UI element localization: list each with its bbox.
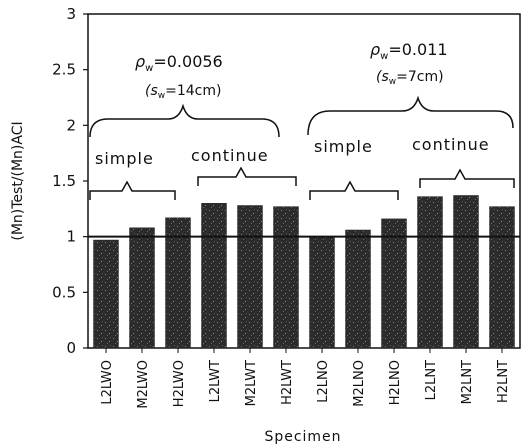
group2-annotation: ρw=0.011 (sw=7cm): [307, 40, 514, 136]
sub-brace-continue-1: [197, 166, 297, 186]
y-tick-label: 3: [66, 5, 76, 23]
x-axis-title: Specimen: [264, 429, 341, 445]
y-tick-label: 2: [66, 116, 76, 134]
x-axis: L2LWO M2LWO H2LWO L2LWT M2LWT H2LWT L2LNO M2LNO…: [100, 348, 511, 409]
x-tick-label-h2lwo: H2LWO: [172, 360, 187, 407]
group1-spacing-sub: w: [158, 91, 165, 101]
sub-brace-continue-2: [419, 168, 515, 188]
sub-label-simple-2: simple: [314, 137, 373, 156]
group2-spacing-value: =7cm): [396, 69, 443, 85]
bar-m2lnt: [453, 195, 479, 349]
sub-brace-simple-2: [309, 180, 399, 200]
bar-h2lno: [381, 218, 407, 349]
group2-rho-sub: w: [380, 51, 388, 62]
bar-m2lwo: [129, 227, 155, 349]
sub-label-continue-2: continue: [412, 135, 490, 154]
group1-rho-sub: w: [145, 63, 153, 74]
sub-label-simple-1: simple: [95, 149, 154, 168]
svg-text:ρw=0.011: ρw=0.011: [370, 40, 448, 62]
group1-brace: [89, 103, 280, 138]
x-tick-label-m2lwo: M2LWO: [136, 360, 151, 409]
x-tick-label-l2lwo: L2LWO: [100, 360, 115, 405]
y-tick-label: 0: [66, 339, 76, 357]
svg-text:(sw=14cm): (sw=14cm): [145, 83, 221, 101]
x-tick-label-l2lno: L2LNO: [316, 360, 331, 403]
group1-rho: ρ: [135, 52, 145, 71]
y-axis-title: (Mn)Test/(Mn)ACI: [10, 121, 26, 240]
group1-spacing-open: (s: [145, 83, 158, 99]
x-tick-label-l2lwt: L2LWT: [208, 360, 223, 402]
group1-rho-value: =0.0056: [153, 52, 222, 71]
bar-l2lno: [309, 236, 335, 349]
group2-brace: [307, 95, 514, 136]
svg-text:ρw=0.0056: ρw=0.0056: [135, 52, 223, 74]
x-tick-label-h2lwt: H2LWT: [280, 360, 295, 405]
bar-m2lwt: [237, 205, 263, 349]
bar-l2lwo: [93, 239, 119, 349]
bar-m2lno: [345, 229, 371, 349]
group1-spacing-value: =14cm): [165, 83, 221, 99]
x-tick-label-h2lnt: H2LNT: [496, 360, 511, 403]
y-tick-label: 0.5: [52, 283, 76, 301]
bar-h2lwt: [273, 206, 299, 349]
bar-l2lnt: [417, 196, 443, 349]
x-tick-label-l2lnt: L2LNT: [424, 360, 439, 400]
y-tick-label: 2.5: [52, 61, 76, 79]
bar-h2lnt: [489, 206, 515, 349]
y-axis: 0 0.5 1 1.5 2 2.5 3: [52, 5, 88, 357]
group2-spacing-open: (s: [376, 69, 389, 85]
sub-label-continue-1: continue: [191, 146, 269, 165]
bar-l2lwt: [201, 203, 227, 349]
x-tick-label-m2lno: M2LNO: [352, 360, 367, 407]
group2-spacing-sub: w: [389, 77, 396, 87]
x-tick-label-m2lwt: M2LWT: [244, 360, 259, 406]
y-tick-label: 1: [66, 228, 76, 246]
group2-rho: ρ: [370, 40, 380, 59]
group2-rho-value: =0.011: [388, 40, 447, 59]
sub-brace-simple-1: [89, 180, 176, 200]
x-tick-label-h2lno: H2LNO: [388, 360, 403, 405]
x-tick-label-m2lnt: M2LNT: [460, 360, 475, 404]
bars-group: [93, 195, 515, 349]
svg-text:(sw=7cm): (sw=7cm): [376, 69, 444, 87]
y-tick-label: 1.5: [52, 172, 76, 190]
group1-annotation: ρw=0.0056 (sw=14cm): [89, 52, 280, 138]
